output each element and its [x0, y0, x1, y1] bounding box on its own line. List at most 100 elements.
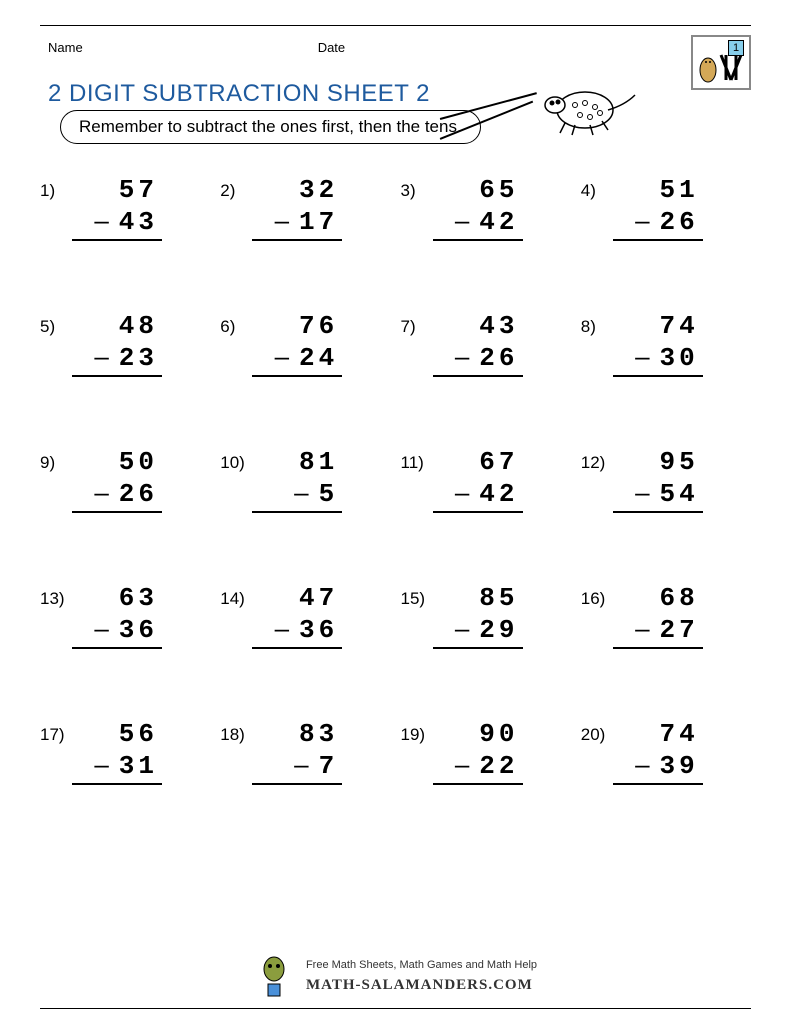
problem-math: 74 –30 — [613, 311, 703, 377]
subtrahend: 23 — [119, 343, 158, 373]
problem-number: 8) — [581, 311, 613, 337]
problem-math: 67 –42 — [433, 447, 523, 513]
footer-site: MATH-SALAMANDERS.COM — [306, 974, 537, 997]
subtrahend-row: –22 — [433, 749, 523, 785]
subtrahend: 26 — [479, 343, 518, 373]
problem-number: 12) — [581, 447, 613, 473]
subtrahend: 26 — [660, 207, 699, 237]
minuend: 83 — [252, 719, 342, 749]
problem-math: 56 –31 — [72, 719, 162, 785]
minuend: 85 — [433, 583, 523, 613]
problem-math: 63 –36 — [72, 583, 162, 649]
problem: 5) 48 –23 — [40, 311, 210, 377]
subtrahend-row: –43 — [72, 205, 162, 241]
minus-sign: – — [455, 613, 469, 644]
subtrahend-row: –39 — [613, 749, 703, 785]
subtrahend: 26 — [119, 479, 158, 509]
problem-number: 15) — [401, 583, 433, 609]
problem-number: 17) — [40, 719, 72, 745]
minuend: 51 — [613, 175, 703, 205]
problem-number: 5) — [40, 311, 72, 337]
problem-math: 83 –7 — [252, 719, 342, 785]
problem: 18) 83 –7 — [220, 719, 390, 785]
subtrahend: 42 — [479, 479, 518, 509]
subtrahend-row: –42 — [433, 477, 523, 513]
subtrahend: 43 — [119, 207, 158, 237]
subtrahend-row: –26 — [613, 205, 703, 241]
problem-number: 10) — [220, 447, 252, 473]
problem-number: 3) — [401, 175, 433, 201]
subtrahend-row: –7 — [252, 749, 342, 785]
problem: 1) 57 –43 — [40, 175, 210, 241]
minus-sign: – — [455, 477, 469, 508]
bottom-rule — [40, 1008, 751, 1009]
footer: Free Math Sheets, Math Games and Math He… — [0, 954, 791, 999]
subtrahend: 5 — [319, 479, 339, 509]
salamander-mascot-icon — [530, 75, 640, 150]
problem: 12) 95 –54 — [581, 447, 751, 513]
minuend: 74 — [613, 719, 703, 749]
minuend: 48 — [72, 311, 162, 341]
subtrahend: 31 — [119, 751, 158, 781]
subtrahend-row: –24 — [252, 341, 342, 377]
problem: 13) 63 –36 — [40, 583, 210, 649]
name-label: Name — [48, 40, 83, 55]
problem-math: 32 –17 — [252, 175, 342, 241]
minuend: 76 — [252, 311, 342, 341]
subtrahend-row: –27 — [613, 613, 703, 649]
minuend: 81 — [252, 447, 342, 477]
minuend: 63 — [72, 583, 162, 613]
header-row: Name Date — [40, 40, 751, 55]
problem-number: 18) — [220, 719, 252, 745]
problem-math: 57 –43 — [72, 175, 162, 241]
problem: 8) 74 –30 — [581, 311, 751, 377]
worksheet-title: 2 DIGIT SUBTRACTION SHEET 2 — [48, 80, 430, 108]
minus-sign: – — [635, 205, 649, 236]
footer-text: Free Math Sheets, Math Games and Math He… — [306, 957, 537, 996]
problem: 2) 32 –17 — [220, 175, 390, 241]
badge-grade-number: 1 — [728, 40, 744, 56]
subtrahend-row: –17 — [252, 205, 342, 241]
subtrahend: 22 — [479, 751, 518, 781]
date-label: Date — [318, 40, 345, 55]
problem: 9) 50 –26 — [40, 447, 210, 513]
subtrahend-row: –26 — [72, 477, 162, 513]
minus-sign: – — [94, 749, 108, 780]
instruction-bubble: Remember to subtract the ones first, the… — [60, 110, 481, 144]
problem-number: 14) — [220, 583, 252, 609]
minus-sign: – — [275, 341, 289, 372]
minuend: 57 — [72, 175, 162, 205]
problem-math: 51 –26 — [613, 175, 703, 241]
problem-math: 90 –22 — [433, 719, 523, 785]
subtrahend: 42 — [479, 207, 518, 237]
minuend: 47 — [252, 583, 342, 613]
top-rule — [40, 25, 751, 26]
minuend: 68 — [613, 583, 703, 613]
subtrahend-row: –42 — [433, 205, 523, 241]
footer-logo-icon — [254, 954, 294, 999]
minuend: 56 — [72, 719, 162, 749]
problem: 6) 76 –24 — [220, 311, 390, 377]
minus-sign: – — [635, 477, 649, 508]
problem-number: 2) — [220, 175, 252, 201]
problem: 10) 81 –5 — [220, 447, 390, 513]
problem: 11) 67 –42 — [401, 447, 571, 513]
problem: 14) 47 –36 — [220, 583, 390, 649]
subtrahend-row: –29 — [433, 613, 523, 649]
problem: 17) 56 –31 — [40, 719, 210, 785]
subtrahend-row: –36 — [72, 613, 162, 649]
problem: 7) 43 –26 — [401, 311, 571, 377]
problem-number: 19) — [401, 719, 433, 745]
problem-math: 68 –27 — [613, 583, 703, 649]
minus-sign: – — [94, 613, 108, 644]
footer-tagline: Free Math Sheets, Math Games and Math He… — [306, 957, 537, 974]
subtrahend-row: –5 — [252, 477, 342, 513]
problem-math: 48 –23 — [72, 311, 162, 377]
problem-number: 11) — [401, 447, 433, 473]
problem-number: 16) — [581, 583, 613, 609]
minus-sign: – — [275, 205, 289, 236]
problem-math: 50 –26 — [72, 447, 162, 513]
minuend: 90 — [433, 719, 523, 749]
problem-math: 65 –42 — [433, 175, 523, 241]
problem-number: 9) — [40, 447, 72, 473]
